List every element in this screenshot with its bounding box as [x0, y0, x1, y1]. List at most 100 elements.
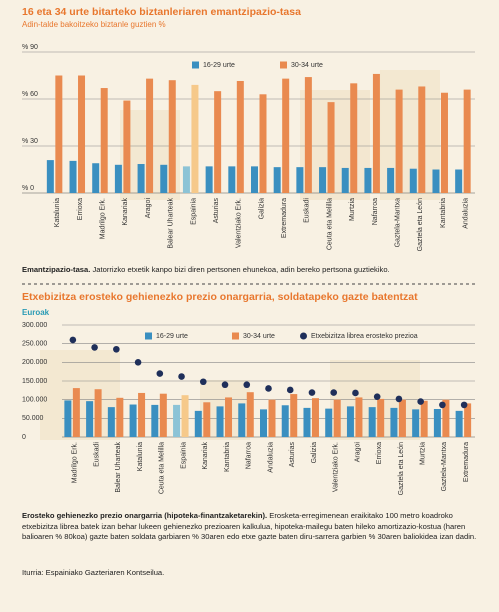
x-tick-label: Kantabria: [440, 198, 447, 228]
bar: [137, 164, 145, 193]
bar: [409, 168, 417, 193]
bar: [377, 398, 385, 437]
bar: [372, 73, 380, 193]
x-tick-label: Valentziako Erk.: [333, 442, 340, 492]
legend-marker: [300, 332, 307, 340]
bar: [390, 407, 398, 437]
bar: [46, 160, 54, 193]
chart-title: 16 eta 34 urte bitarteko biztanleriaren …: [22, 6, 301, 18]
bar: [205, 166, 213, 193]
x-tick-label: Extremadura: [281, 198, 288, 238]
x-tick-label: Ceuta eta Melilla: [159, 442, 166, 494]
x-tick-label: Gaztela-Mantxa: [441, 442, 448, 492]
bar: [168, 80, 176, 193]
caption-text: Erosketa-erregimenean eraikitako 100 met…: [22, 511, 477, 541]
legend-marker: [192, 61, 199, 69]
bar: [311, 398, 319, 437]
caption-title: Erosteko gehienezko prezio onargarria (h…: [22, 511, 268, 520]
bar: [86, 401, 94, 437]
x-tick-label: Valentziako Erk.: [236, 198, 243, 248]
y-tick-label: 50.000: [22, 415, 44, 422]
bar: [290, 394, 298, 437]
legend-label: 30-34 urte: [291, 62, 323, 69]
bar: [268, 399, 276, 437]
x-tick-label: Euskadi: [93, 442, 100, 467]
x-tick-label: Balear Uharteak: [115, 442, 122, 493]
source: Iturria: Espainiako Gazteriaren Kontseil…: [22, 568, 165, 577]
caption-title: Emantzipazio-tasa.: [22, 265, 91, 274]
legend-label: Etxebizitza librea erosteko prezioa: [311, 333, 418, 340]
chart-subtitle: Adin-talde bakoitzeko biztanle guztien %: [22, 20, 166, 29]
x-tick-label: Espainia: [180, 442, 187, 469]
bar: [251, 166, 258, 193]
dot: [439, 401, 446, 409]
bar: [191, 84, 199, 193]
bar: [214, 91, 222, 193]
x-tick-label: Madrilgo Erk.: [100, 198, 107, 239]
bar: [100, 88, 108, 193]
bar: [173, 404, 181, 437]
bar: [129, 404, 137, 437]
x-tick-label: Katalunia: [137, 442, 144, 471]
x-tick-label: Kanariak: [122, 198, 129, 226]
legend-marker: [145, 332, 152, 340]
y-tick-label: 150.000: [22, 378, 47, 385]
bar: [194, 410, 202, 437]
bar: [160, 164, 168, 193]
dot: [373, 393, 381, 400]
bar: [228, 166, 236, 193]
dot: [91, 344, 98, 351]
caption-2: Erosteko gehienezko prezio onargarria (h…: [22, 511, 477, 543]
bar: [368, 407, 376, 437]
x-tick-label: Nafarroa: [372, 198, 379, 225]
x-tick-label: Galizia: [311, 442, 318, 464]
dot: [156, 370, 164, 377]
y-axis-label: Euroak: [22, 308, 50, 317]
bar: [123, 100, 131, 193]
bar: [341, 167, 349, 193]
bar: [116, 397, 124, 437]
bar: [94, 389, 102, 437]
bar: [216, 406, 224, 437]
bar: [364, 167, 372, 193]
dot: [286, 386, 294, 394]
bar: [236, 80, 244, 193]
bar: [182, 166, 190, 193]
bar: [151, 404, 159, 437]
x-tick-label: Errioxa: [77, 198, 84, 220]
bar: [418, 86, 426, 193]
chart-title: Etxebizitza erosteko gehienezko prezio o…: [22, 291, 418, 303]
bar: [64, 400, 72, 437]
x-tick-label: Andaluzia: [267, 442, 274, 473]
x-tick-label: Espainia: [190, 198, 197, 225]
x-tick-label: Madrilgo Erk.: [72, 442, 79, 483]
y-tick-label: % 30: [22, 138, 38, 145]
dot: [69, 336, 77, 344]
dot: [417, 398, 424, 405]
y-tick-label: 250.000: [22, 341, 47, 348]
bar: [181, 395, 189, 437]
x-tick-label: Aragoi: [145, 198, 152, 219]
bar: [55, 75, 63, 193]
bar: [395, 89, 403, 193]
bar: [433, 409, 441, 437]
bar: [333, 399, 341, 437]
x-tick-label: Galizia: [258, 198, 265, 220]
bar: [72, 388, 80, 437]
x-tick-label: Kanariak: [202, 442, 209, 470]
legend-label: 16-29 urte: [156, 333, 188, 340]
y-tick-label: 0: [22, 434, 26, 441]
bar: [455, 169, 463, 193]
y-tick-label: 200.000: [22, 359, 47, 366]
bar: [238, 403, 246, 437]
bar: [138, 392, 146, 437]
dot: [243, 381, 251, 389]
dot: [460, 401, 468, 409]
dot: [395, 395, 403, 403]
dot: [199, 378, 207, 386]
x-tick-label: Ceuta eta Melilla: [326, 198, 333, 250]
bar: [355, 397, 363, 437]
dot: [330, 389, 338, 396]
x-tick-label: Murtzia: [420, 442, 427, 465]
x-tick-label: Andaluzia: [463, 198, 470, 229]
